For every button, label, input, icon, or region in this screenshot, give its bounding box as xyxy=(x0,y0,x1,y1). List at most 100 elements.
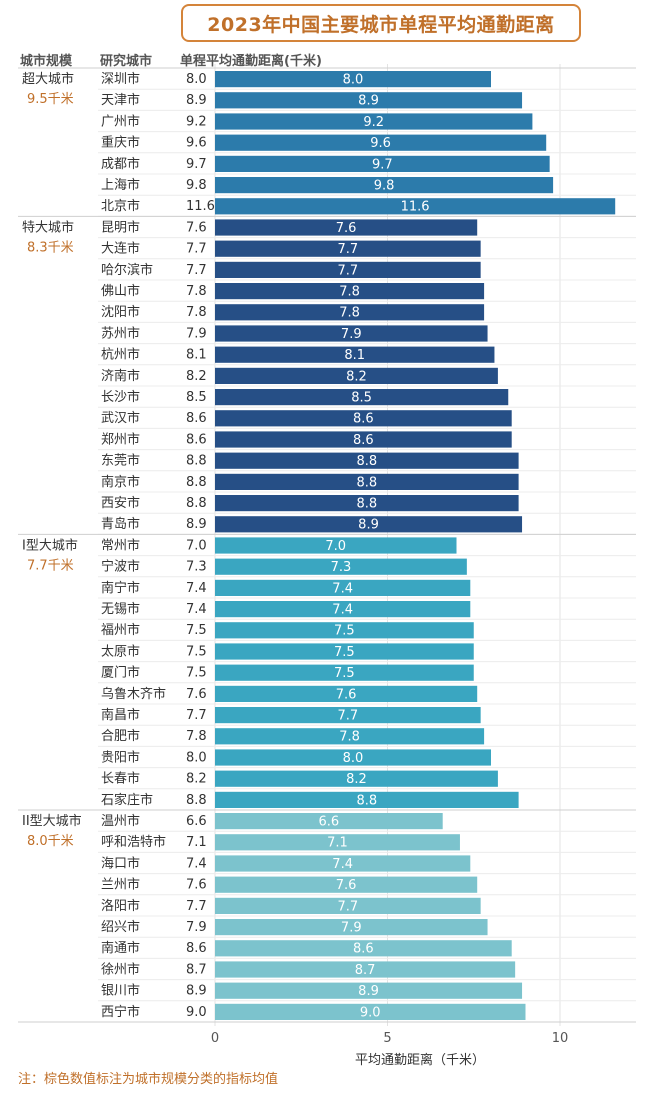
bar xyxy=(215,198,616,215)
bar-data-label: 7.6 xyxy=(336,687,357,702)
value-label: 7.6 xyxy=(186,220,207,235)
group-mean-label: 9.5千米 xyxy=(27,92,74,107)
bar-data-label: 11.6 xyxy=(401,200,430,215)
x-tick-label: 0 xyxy=(211,1031,219,1046)
bar xyxy=(215,601,471,618)
bar-data-label: 7.5 xyxy=(334,645,355,660)
city-label: 合肥市 xyxy=(101,728,140,744)
bar-data-label: 8.6 xyxy=(353,433,374,448)
bar xyxy=(215,643,474,660)
bar-data-label: 7.4 xyxy=(332,581,353,596)
bar-data-label: 7.9 xyxy=(341,327,362,342)
city-label: 无锡市 xyxy=(101,601,140,617)
value-label: 8.9 xyxy=(186,984,207,999)
bar-data-label: 8.9 xyxy=(358,518,379,533)
city-label: 北京市 xyxy=(101,198,140,214)
bar-data-label: 7.3 xyxy=(331,560,352,575)
value-label: 7.4 xyxy=(186,581,207,596)
bar-data-label: 9.7 xyxy=(372,157,393,172)
bar xyxy=(215,749,491,766)
city-label: 深圳市 xyxy=(101,71,140,87)
bar-data-label: 8.9 xyxy=(358,94,379,109)
value-label: 7.6 xyxy=(186,878,207,893)
group-mean-label: 7.7千米 xyxy=(27,558,74,573)
bar xyxy=(215,770,498,787)
bar xyxy=(215,537,457,554)
bar xyxy=(215,177,554,194)
bar xyxy=(215,113,533,130)
value-label: 7.5 xyxy=(186,623,207,638)
group-mean-label: 8.3千米 xyxy=(27,240,74,255)
value-label: 7.9 xyxy=(186,326,207,341)
bar-data-label: 8.6 xyxy=(353,412,374,427)
bar xyxy=(215,897,481,914)
bar-data-label: 8.2 xyxy=(346,772,367,787)
city-label: 贵阳市 xyxy=(101,749,140,765)
city-label: 郑州市 xyxy=(101,431,140,447)
city-label: 西宁市 xyxy=(101,1004,140,1020)
value-label: 7.5 xyxy=(186,644,207,659)
bar xyxy=(215,579,471,596)
city-label: 长沙市 xyxy=(101,389,140,405)
bar-data-label: 7.4 xyxy=(332,857,353,872)
city-label: 厦门市 xyxy=(101,665,140,681)
value-label: 9.2 xyxy=(186,114,207,129)
value-label: 8.0 xyxy=(186,72,207,87)
city-label: 东莞市 xyxy=(101,453,140,469)
bar xyxy=(215,664,474,681)
value-label: 8.7 xyxy=(186,962,207,977)
bar xyxy=(215,855,471,872)
bar-data-label: 8.8 xyxy=(356,454,377,469)
bar xyxy=(215,261,481,278)
city-label: 西安市 xyxy=(101,495,140,511)
city-label: 宁波市 xyxy=(101,559,140,575)
city-label: 绍兴市 xyxy=(101,919,140,935)
value-label: 8.0 xyxy=(186,750,207,765)
city-label: 南宁市 xyxy=(101,580,140,596)
bar xyxy=(215,685,478,702)
city-label: 南昌市 xyxy=(101,707,140,723)
bar-data-label: 7.5 xyxy=(334,666,355,681)
bar-data-label: 7.8 xyxy=(339,306,360,321)
value-label: 8.6 xyxy=(186,411,207,426)
value-label: 7.8 xyxy=(186,284,207,299)
value-label: 8.2 xyxy=(186,772,207,787)
value-label: 11.6 xyxy=(186,199,215,214)
bar-data-label: 7.7 xyxy=(337,899,358,914)
bar xyxy=(215,92,523,109)
city-label: 上海市 xyxy=(101,177,140,193)
bar-data-label: 8.9 xyxy=(358,984,379,999)
bar xyxy=(215,728,485,745)
bar xyxy=(215,325,488,342)
bar xyxy=(215,346,495,363)
bar xyxy=(215,813,443,830)
value-label: 7.0 xyxy=(186,538,207,553)
value-label: 8.8 xyxy=(186,454,207,469)
bar-data-label: 7.8 xyxy=(339,730,360,745)
bar-data-label: 7.1 xyxy=(327,836,348,851)
x-tick-label: 5 xyxy=(383,1031,391,1046)
value-label: 7.7 xyxy=(186,708,207,723)
bar-data-label: 8.8 xyxy=(356,793,377,808)
city-label: 石家庄市 xyxy=(101,792,153,808)
bar xyxy=(215,134,547,151)
bar-data-label: 7.8 xyxy=(339,285,360,300)
value-label: 7.9 xyxy=(186,920,207,935)
bar xyxy=(215,1003,526,1020)
bar-data-label: 7.4 xyxy=(332,603,353,618)
bar xyxy=(215,473,519,490)
bar xyxy=(215,919,488,936)
city-label: 重庆市 xyxy=(101,135,140,151)
bar-data-label: 8.7 xyxy=(355,963,376,978)
bar xyxy=(215,622,474,639)
value-label: 8.5 xyxy=(186,390,207,405)
city-label: 南京市 xyxy=(101,474,140,490)
value-label: 8.9 xyxy=(186,517,207,532)
city-label: 常州市 xyxy=(101,537,140,553)
value-label: 8.6 xyxy=(186,432,207,447)
city-label: 太原市 xyxy=(101,643,140,659)
bar-data-label: 6.6 xyxy=(319,815,340,830)
city-label: 呼和浩特市 xyxy=(101,834,166,850)
city-label: 苏州市 xyxy=(101,325,140,341)
bar xyxy=(215,155,550,172)
